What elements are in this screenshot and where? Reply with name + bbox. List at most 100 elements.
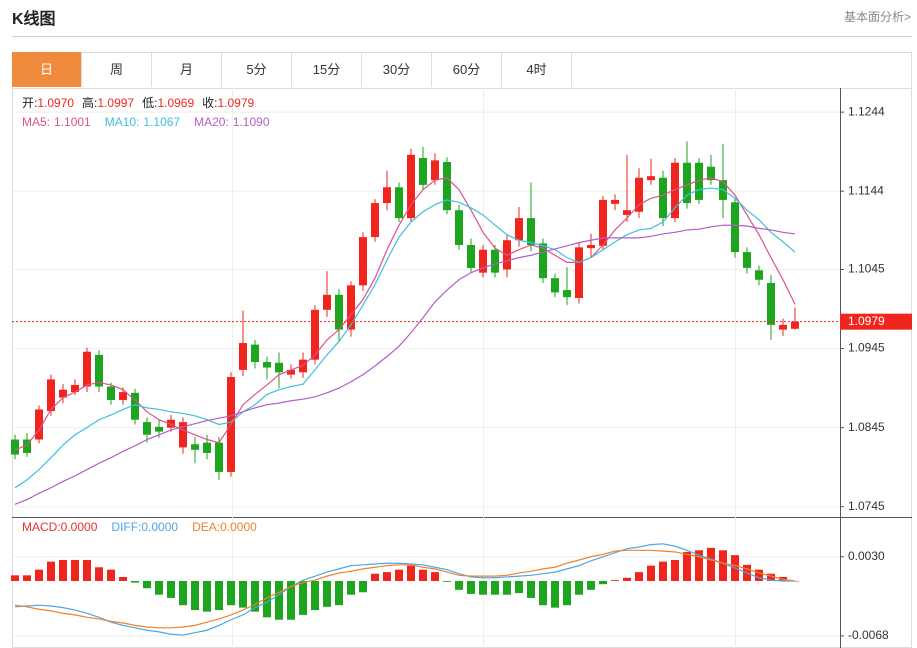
macd-bar	[383, 572, 391, 581]
header-rule	[12, 36, 912, 37]
candle-body	[191, 444, 199, 450]
candle-body	[179, 422, 187, 448]
candle-body	[131, 392, 139, 420]
macd-bar	[83, 559, 91, 581]
legend: MA5: 1.1001 MA10: 1.1067 MA20: 1.1090	[22, 115, 270, 129]
tab[interactable]: 月	[152, 52, 222, 87]
macd-bar	[455, 580, 463, 590]
info-label: 收:	[202, 96, 217, 110]
vertical-grid	[232, 88, 736, 648]
macd-bar	[755, 569, 763, 581]
legend-name: DIFF:	[111, 520, 141, 534]
tab[interactable]: 5分	[222, 52, 292, 87]
tab[interactable]: 日	[12, 52, 82, 87]
legend-value: 0.0000	[141, 520, 178, 534]
legend-name: MA5:	[22, 115, 50, 129]
macd-bar	[299, 580, 307, 615]
candle-body	[359, 237, 367, 286]
info-label: 高:	[82, 95, 97, 110]
macd-bar	[659, 561, 667, 581]
macd-bar	[227, 580, 235, 606]
info-label: 开:	[22, 96, 37, 110]
candle-body	[263, 362, 271, 368]
macd-bar	[311, 580, 319, 611]
macd-bar	[215, 580, 223, 611]
macd-bar	[575, 580, 583, 595]
legend-value: 0.0000	[61, 520, 98, 534]
macd-bar	[527, 580, 535, 598]
macd-bar	[563, 580, 571, 606]
macd-bar	[335, 580, 343, 606]
macd-bar	[107, 569, 115, 581]
candle-body	[203, 442, 211, 453]
candle-body	[635, 177, 643, 212]
info-value: 1.0969	[157, 96, 194, 110]
macd-bar	[11, 575, 19, 581]
candle-body	[791, 321, 799, 329]
candle-body	[455, 210, 463, 245]
tab[interactable]: 60分	[432, 52, 502, 87]
legend-value: 1.1067	[143, 115, 180, 129]
tab[interactable]: 4时	[502, 52, 572, 87]
macd-bar	[479, 580, 487, 595]
candle-body	[755, 270, 763, 280]
candle-body	[779, 324, 787, 330]
candle-body	[299, 359, 307, 373]
macd-bar	[551, 580, 559, 608]
tab[interactable]: 周	[82, 52, 152, 87]
candle-body	[71, 384, 79, 393]
y-tick-label: 1.1144	[848, 183, 884, 197]
candle-body	[611, 199, 619, 204]
y-tick-label: 1.0945	[848, 341, 885, 355]
candle-body	[539, 243, 547, 279]
fundamental-link[interactable]: 基本面分析>	[843, 10, 911, 24]
candle-body	[407, 154, 415, 219]
legend-value: 1.1090	[233, 115, 270, 129]
candle-body	[143, 422, 151, 435]
macd-bar	[695, 550, 703, 581]
candle-body	[683, 162, 691, 204]
macd-bar	[611, 580, 619, 581]
y-tick-label: 1.0845	[848, 420, 885, 434]
candle-body	[335, 294, 343, 330]
legend-name: MA10:	[105, 115, 140, 129]
candle-body	[419, 158, 427, 185]
candle-body	[155, 426, 163, 432]
macd-bar	[599, 580, 607, 585]
macd-bar	[671, 559, 679, 581]
line	[14, 187, 796, 489]
candle-body	[767, 282, 775, 325]
macd-bar	[587, 580, 595, 590]
macd-bar	[395, 569, 403, 581]
tab[interactable]: 15分	[292, 52, 362, 87]
macd-bar	[407, 565, 415, 581]
tab[interactable]: 30分	[362, 52, 432, 87]
macd-bar	[719, 550, 727, 581]
chart-frame	[12, 52, 912, 648]
candle-body	[551, 278, 559, 293]
candle-body	[23, 439, 31, 453]
y-tick-label: -0.0068	[848, 628, 889, 642]
ohlc-info: 开:1.0970 高:1.0997 低:1.0969 收:1.0979	[22, 95, 255, 110]
macd-bar	[71, 559, 79, 581]
y-tick-label: 1.1244	[848, 104, 885, 118]
candle-body	[443, 161, 451, 211]
current-price-label: 1.0979	[848, 314, 885, 328]
candle-body	[659, 177, 667, 219]
candle-body	[623, 210, 631, 215]
macd-bar	[239, 580, 247, 608]
candle-body	[251, 344, 259, 363]
candle-body	[119, 392, 127, 400]
legend-name: MA20:	[194, 115, 229, 129]
macd-bar	[203, 580, 211, 612]
macd-bar	[47, 561, 55, 581]
legend-value: 1.1001	[54, 115, 91, 129]
line	[14, 177, 796, 451]
candle-body	[647, 176, 655, 181]
candle-body	[347, 285, 355, 330]
macd-bar	[251, 580, 259, 612]
macd-bar	[143, 580, 151, 589]
macd-bar	[167, 580, 175, 598]
candle-body	[707, 166, 715, 181]
